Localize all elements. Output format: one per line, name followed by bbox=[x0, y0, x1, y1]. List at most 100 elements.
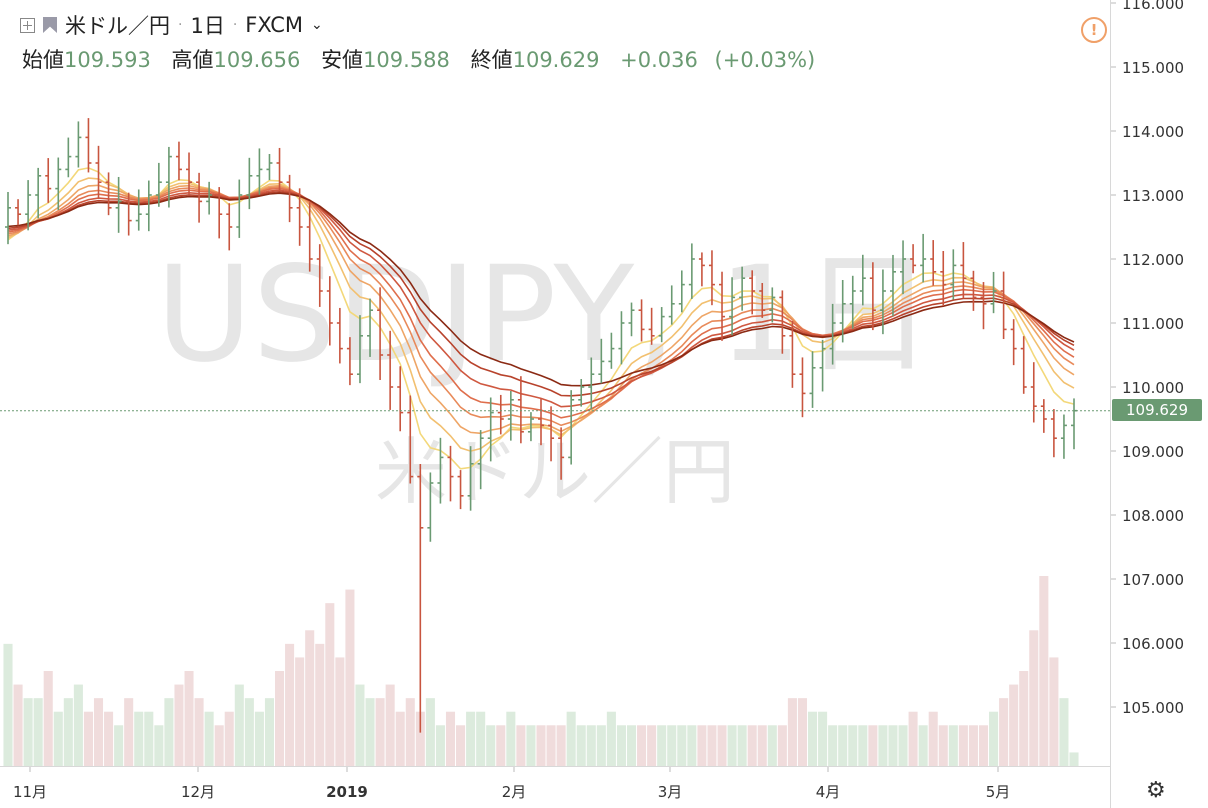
volume-bar bbox=[767, 725, 777, 766]
volume-bar bbox=[737, 725, 747, 766]
interval-label[interactable]: 1日 bbox=[190, 14, 225, 38]
volume-bar bbox=[385, 684, 395, 766]
flag-icon[interactable] bbox=[43, 17, 57, 33]
separator-dot: · bbox=[178, 17, 183, 33]
volume-bar bbox=[234, 684, 244, 766]
volume-bar bbox=[999, 698, 1009, 766]
close-value: 109.629 bbox=[512, 48, 600, 72]
x-tick-label: 12月 bbox=[181, 783, 215, 801]
volume-bar bbox=[717, 725, 727, 766]
volume-bar bbox=[134, 711, 144, 766]
volume-bar bbox=[315, 643, 325, 766]
volume-bar bbox=[989, 711, 999, 766]
volume-bar bbox=[355, 684, 365, 766]
volume-bar bbox=[707, 725, 717, 766]
volume-bar bbox=[878, 725, 888, 766]
volume-bar bbox=[978, 725, 989, 766]
ma-line bbox=[7, 190, 1075, 397]
ma-line bbox=[7, 189, 1075, 408]
y-tick-label: 109.000 bbox=[1122, 443, 1184, 461]
high-label: 高値 bbox=[171, 48, 214, 72]
volume-bar bbox=[114, 725, 124, 766]
volume-bar bbox=[365, 698, 375, 766]
x-tick-label: 2019 bbox=[326, 783, 368, 801]
x-tick-label: 4月 bbox=[816, 783, 841, 801]
volume-bar bbox=[124, 698, 134, 766]
gear-icon[interactable]: ⚙ bbox=[1146, 778, 1166, 803]
source-label[interactable]: FXCM bbox=[245, 13, 304, 37]
volume-bar bbox=[546, 725, 556, 766]
volume-bar bbox=[616, 725, 626, 766]
high-value: 109.656 bbox=[213, 48, 301, 72]
x-tick-label: 2月 bbox=[502, 783, 527, 801]
volume-bar bbox=[948, 725, 958, 766]
volume-bar bbox=[556, 725, 566, 766]
price-axis[interactable]: 116.000 115.000 114.000 113.000 112.000 111.0… bbox=[1110, 0, 1184, 717]
y-tick-label: 114.000 bbox=[1122, 123, 1184, 141]
volume-bar bbox=[828, 725, 838, 766]
volume-bar bbox=[395, 711, 405, 766]
volume-bar bbox=[808, 711, 818, 766]
chart-header: 米ドル／円 · 1日 · FXCM ⌄ bbox=[20, 10, 323, 40]
volume-bar bbox=[576, 725, 586, 766]
volume-bar bbox=[1069, 752, 1079, 766]
volume-bar bbox=[174, 684, 184, 766]
symbol-name[interactable]: 米ドル／円 bbox=[65, 14, 170, 38]
volume-bar bbox=[466, 711, 476, 766]
low-value: 109.588 bbox=[363, 48, 450, 72]
separator-dot: · bbox=[232, 17, 238, 33]
volume-bar bbox=[53, 711, 63, 766]
volume-bar bbox=[888, 725, 898, 766]
ma-ribbon bbox=[7, 167, 1075, 470]
volume-bar bbox=[435, 725, 445, 766]
volume-bar bbox=[777, 725, 787, 766]
volume-bar bbox=[1039, 576, 1049, 766]
plus-square-icon[interactable] bbox=[20, 17, 35, 33]
volume-bar bbox=[425, 698, 435, 766]
volume-bar bbox=[275, 671, 285, 766]
volume-bar bbox=[405, 698, 415, 766]
change-percent: (+0.03%) bbox=[714, 48, 816, 72]
volume-bar bbox=[73, 684, 83, 766]
volume-bar bbox=[325, 603, 335, 766]
volume-bar bbox=[83, 711, 93, 766]
volume-bar bbox=[757, 725, 767, 766]
volume-bar bbox=[496, 725, 506, 766]
open-value: 109.593 bbox=[64, 48, 151, 72]
volume-bar bbox=[858, 725, 868, 766]
volume-bar bbox=[898, 725, 908, 766]
chevron-down-icon[interactable]: ⌄ bbox=[311, 17, 323, 33]
volume-bar bbox=[918, 725, 928, 766]
y-tick-label: 113.000 bbox=[1122, 187, 1184, 205]
x-tick-label: 11月 bbox=[13, 783, 47, 801]
y-tick-label: 112.000 bbox=[1122, 251, 1184, 269]
volume-bar bbox=[3, 643, 13, 766]
volume-bar bbox=[687, 725, 697, 766]
volume-bar bbox=[1009, 684, 1019, 766]
y-tick-label: 107.000 bbox=[1122, 571, 1184, 589]
volume-bar bbox=[445, 711, 456, 766]
y-tick-label: 115.000 bbox=[1122, 59, 1184, 77]
volume-bar bbox=[928, 711, 938, 766]
volume-bar bbox=[506, 711, 516, 766]
volume-bar bbox=[637, 725, 647, 766]
volume-bar bbox=[254, 711, 264, 766]
volume-bar bbox=[335, 657, 345, 766]
volume-bar bbox=[787, 698, 797, 766]
volume-bar bbox=[375, 698, 385, 766]
watermark-symbol: USDJPY, 1日 bbox=[156, 238, 934, 392]
volume-bar bbox=[224, 711, 234, 766]
watermark-name: 米ドル／円 bbox=[375, 430, 735, 514]
volume-bar bbox=[697, 725, 707, 766]
volume-bar bbox=[104, 711, 114, 766]
y-tick-label: 110.000 bbox=[1122, 379, 1184, 397]
volume-bar bbox=[305, 630, 315, 766]
volume-bar bbox=[566, 711, 576, 766]
volume-bars bbox=[3, 576, 1079, 766]
ohlc-readout: 始値109.593 高値109.656 安値109.588 終値109.629 … bbox=[22, 44, 825, 74]
time-axis[interactable]: 11月 12月 2019 2月 3月 4月 5月 bbox=[13, 766, 1010, 801]
warning-circle-icon[interactable]: ! bbox=[1081, 17, 1107, 43]
volume-bar bbox=[345, 589, 355, 766]
volume-bar bbox=[526, 725, 536, 766]
